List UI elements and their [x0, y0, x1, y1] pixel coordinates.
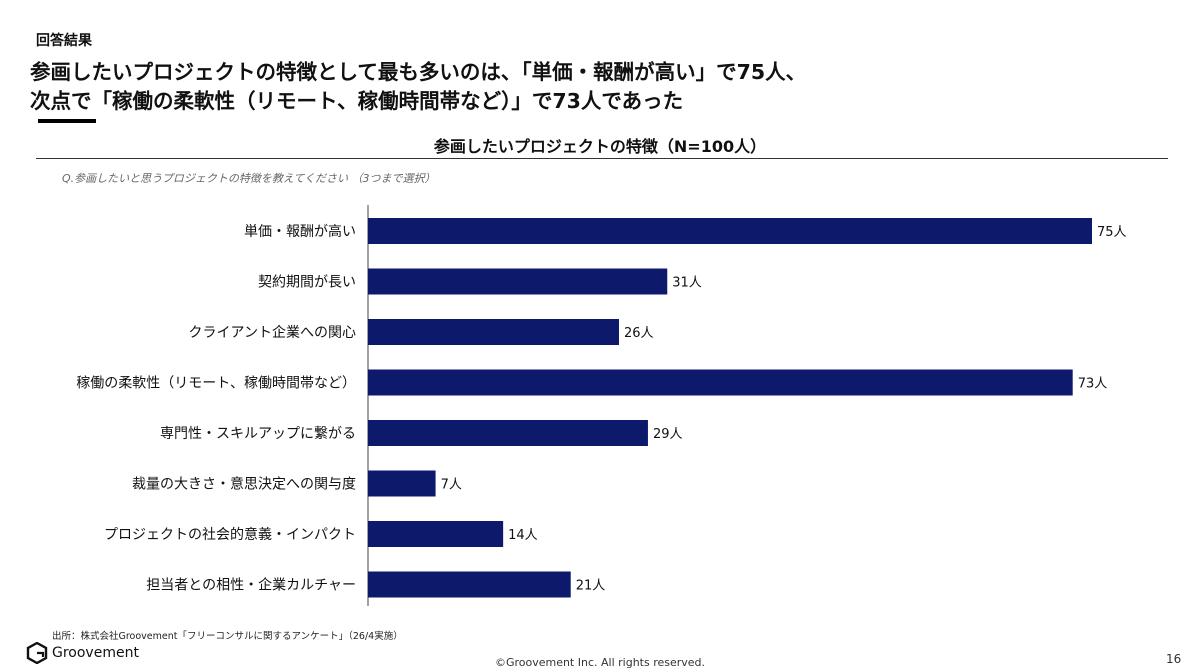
value-label-1: 31人: [672, 276, 702, 291]
value-label-0: 75人: [1097, 225, 1127, 240]
headline-underline: [38, 119, 96, 123]
groovement-logo: Groovement: [26, 642, 139, 664]
headline-line-2: 次点で「稼働の柔軟性（リモート、稼働時間帯など）」で73人であった: [30, 89, 684, 113]
category-label-0: 単価・報酬が高い: [244, 223, 356, 240]
category-label-1: 契約期間が長い: [258, 275, 356, 291]
category-label-5: 裁量の大きさ・意思決定への関与度: [132, 476, 356, 493]
bar-7: [368, 571, 571, 598]
value-label-5: 7人: [441, 478, 462, 493]
category-label-3: 稼働の柔軟性（リモート、稼働時間帯など）: [76, 376, 356, 392]
title-divider: [36, 158, 1168, 159]
category-label-2: クライアント企業への関心: [189, 324, 356, 341]
category-label-6: プロジェクトの社会的意義・インパクト: [104, 526, 356, 543]
value-label-2: 26人: [624, 326, 654, 341]
headline: 参画したいプロジェクトの特徴として最も多いのは、「単価・報酬が高い」で75人、 …: [30, 58, 806, 116]
category-label-7: 担当者との相性・企業カルチャー: [146, 577, 356, 594]
logo-text: Groovement: [52, 645, 139, 661]
value-label-7: 21人: [576, 579, 606, 594]
bar-6: [368, 521, 504, 547]
value-label-4: 29人: [653, 427, 683, 442]
logo-mark-icon: [26, 642, 48, 664]
bar-5: [368, 470, 436, 497]
value-label-3: 73人: [1078, 377, 1108, 392]
value-label-6: 14人: [508, 528, 538, 543]
survey-question: Q.参画したいと思うプロジェクトの特徴を教えてください （3つまで選択）: [62, 172, 436, 185]
copyright: ©Groovement Inc. All rights reserved.: [494, 656, 706, 669]
source-note: 出所：株式会社Groovement「フリーコンサルに関するアンケート」（26/4…: [52, 631, 403, 642]
bar-2: [368, 319, 619, 345]
category-label-4: 専門性・スキルアップに繋がる: [160, 426, 356, 442]
headline-line-1: 参画したいプロジェクトの特徴として最も多いのは、「単価・報酬が高い」で75人、: [30, 60, 807, 84]
bar-0: [368, 218, 1092, 244]
bar-4: [368, 420, 648, 446]
bar-1: [368, 268, 668, 295]
page-number: 16: [1166, 652, 1182, 666]
chart-title: 参画したいプロジェクトの特徴（N=100人）: [433, 137, 767, 156]
section-label: 回答結果: [36, 33, 92, 49]
bar-3: [368, 369, 1073, 396]
